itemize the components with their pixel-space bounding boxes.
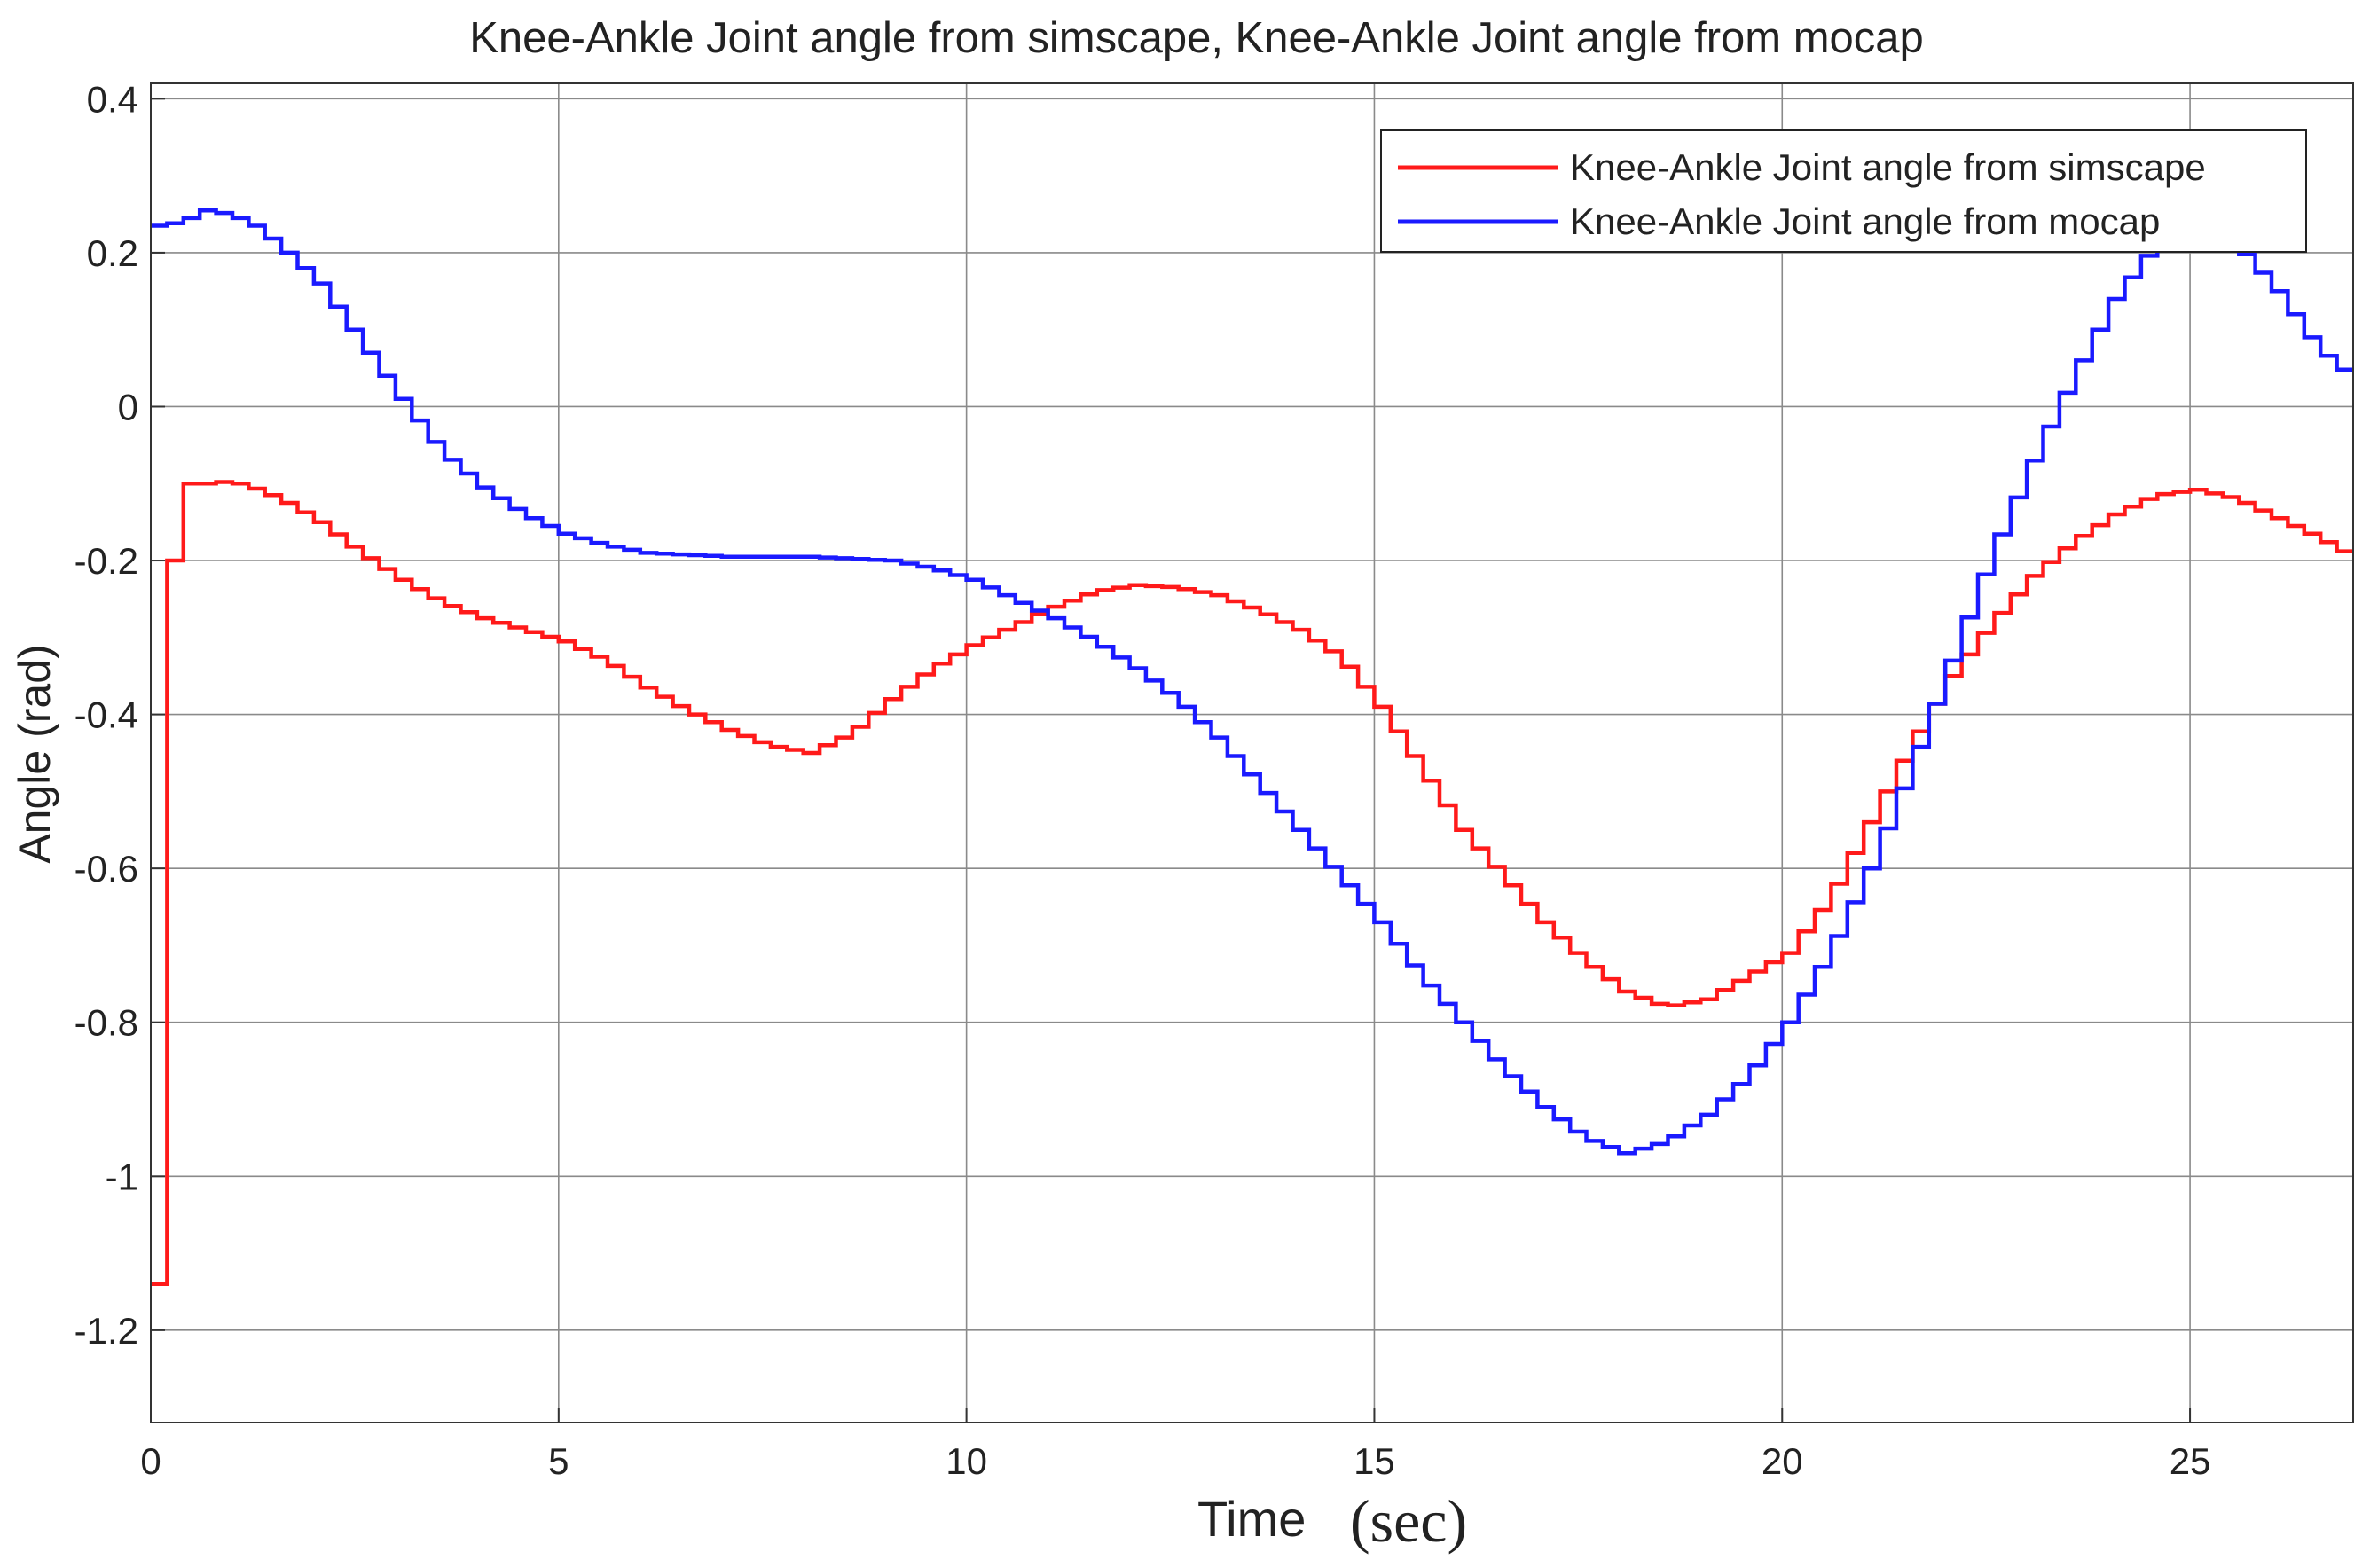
legend: Knee-Ankle Joint angle from simscape Kne… [1380, 129, 2307, 253]
chart-title: Knee-Ankle Joint angle from simscape, Kn… [469, 14, 1924, 62]
series-line-mocap [151, 208, 2353, 1156]
y-tick-label: -0.6 [75, 848, 138, 890]
plot-series-layer [151, 208, 2353, 1287]
x-tick-label: 25 [2170, 1440, 2211, 1482]
y-tick-label: -0.4 [75, 694, 138, 736]
legend-label-simscape: Knee-Ankle Joint angle from simscape [1570, 146, 2206, 188]
x-axis-label: Time (sec) [1197, 1487, 1467, 1555]
plot-area-frame [150, 82, 2354, 1423]
x-axis-label-main: Time [1197, 1491, 1306, 1547]
legend-box [1380, 129, 2307, 253]
x-axis-label-unit: (sec) [1350, 1487, 1467, 1555]
y-tick-label: 0.2 [87, 232, 138, 274]
y-tick-label: -0.2 [75, 540, 138, 582]
y-tick-label: -1 [106, 1156, 138, 1197]
x-tick-label: 10 [946, 1440, 987, 1482]
x-tick-label: 0 [140, 1440, 161, 1482]
legend-label-mocap: Knee-Ankle Joint angle from mocap [1570, 200, 2160, 242]
y-tick-label: 0.4 [87, 78, 138, 120]
series-line-simscape [151, 480, 2353, 1287]
x-axis-ticks: 0 5 10 15 20 25 [140, 1408, 2210, 1482]
x-tick-label: 20 [1762, 1440, 1803, 1482]
y-tick-label: 0 [118, 386, 138, 427]
y-tick-label: -0.8 [75, 1002, 138, 1044]
grid-lines [150, 83, 2353, 1423]
x-tick-label: 5 [548, 1440, 569, 1482]
y-tick-label: -1.2 [75, 1310, 138, 1352]
x-tick-label: 15 [1354, 1440, 1395, 1482]
y-axis-ticks: 0.4 0.2 0 -0.2 -0.4 -0.6 -0.8 -1 -1.2 [75, 78, 165, 1352]
y-axis-label: Angle (rad) [10, 644, 59, 863]
